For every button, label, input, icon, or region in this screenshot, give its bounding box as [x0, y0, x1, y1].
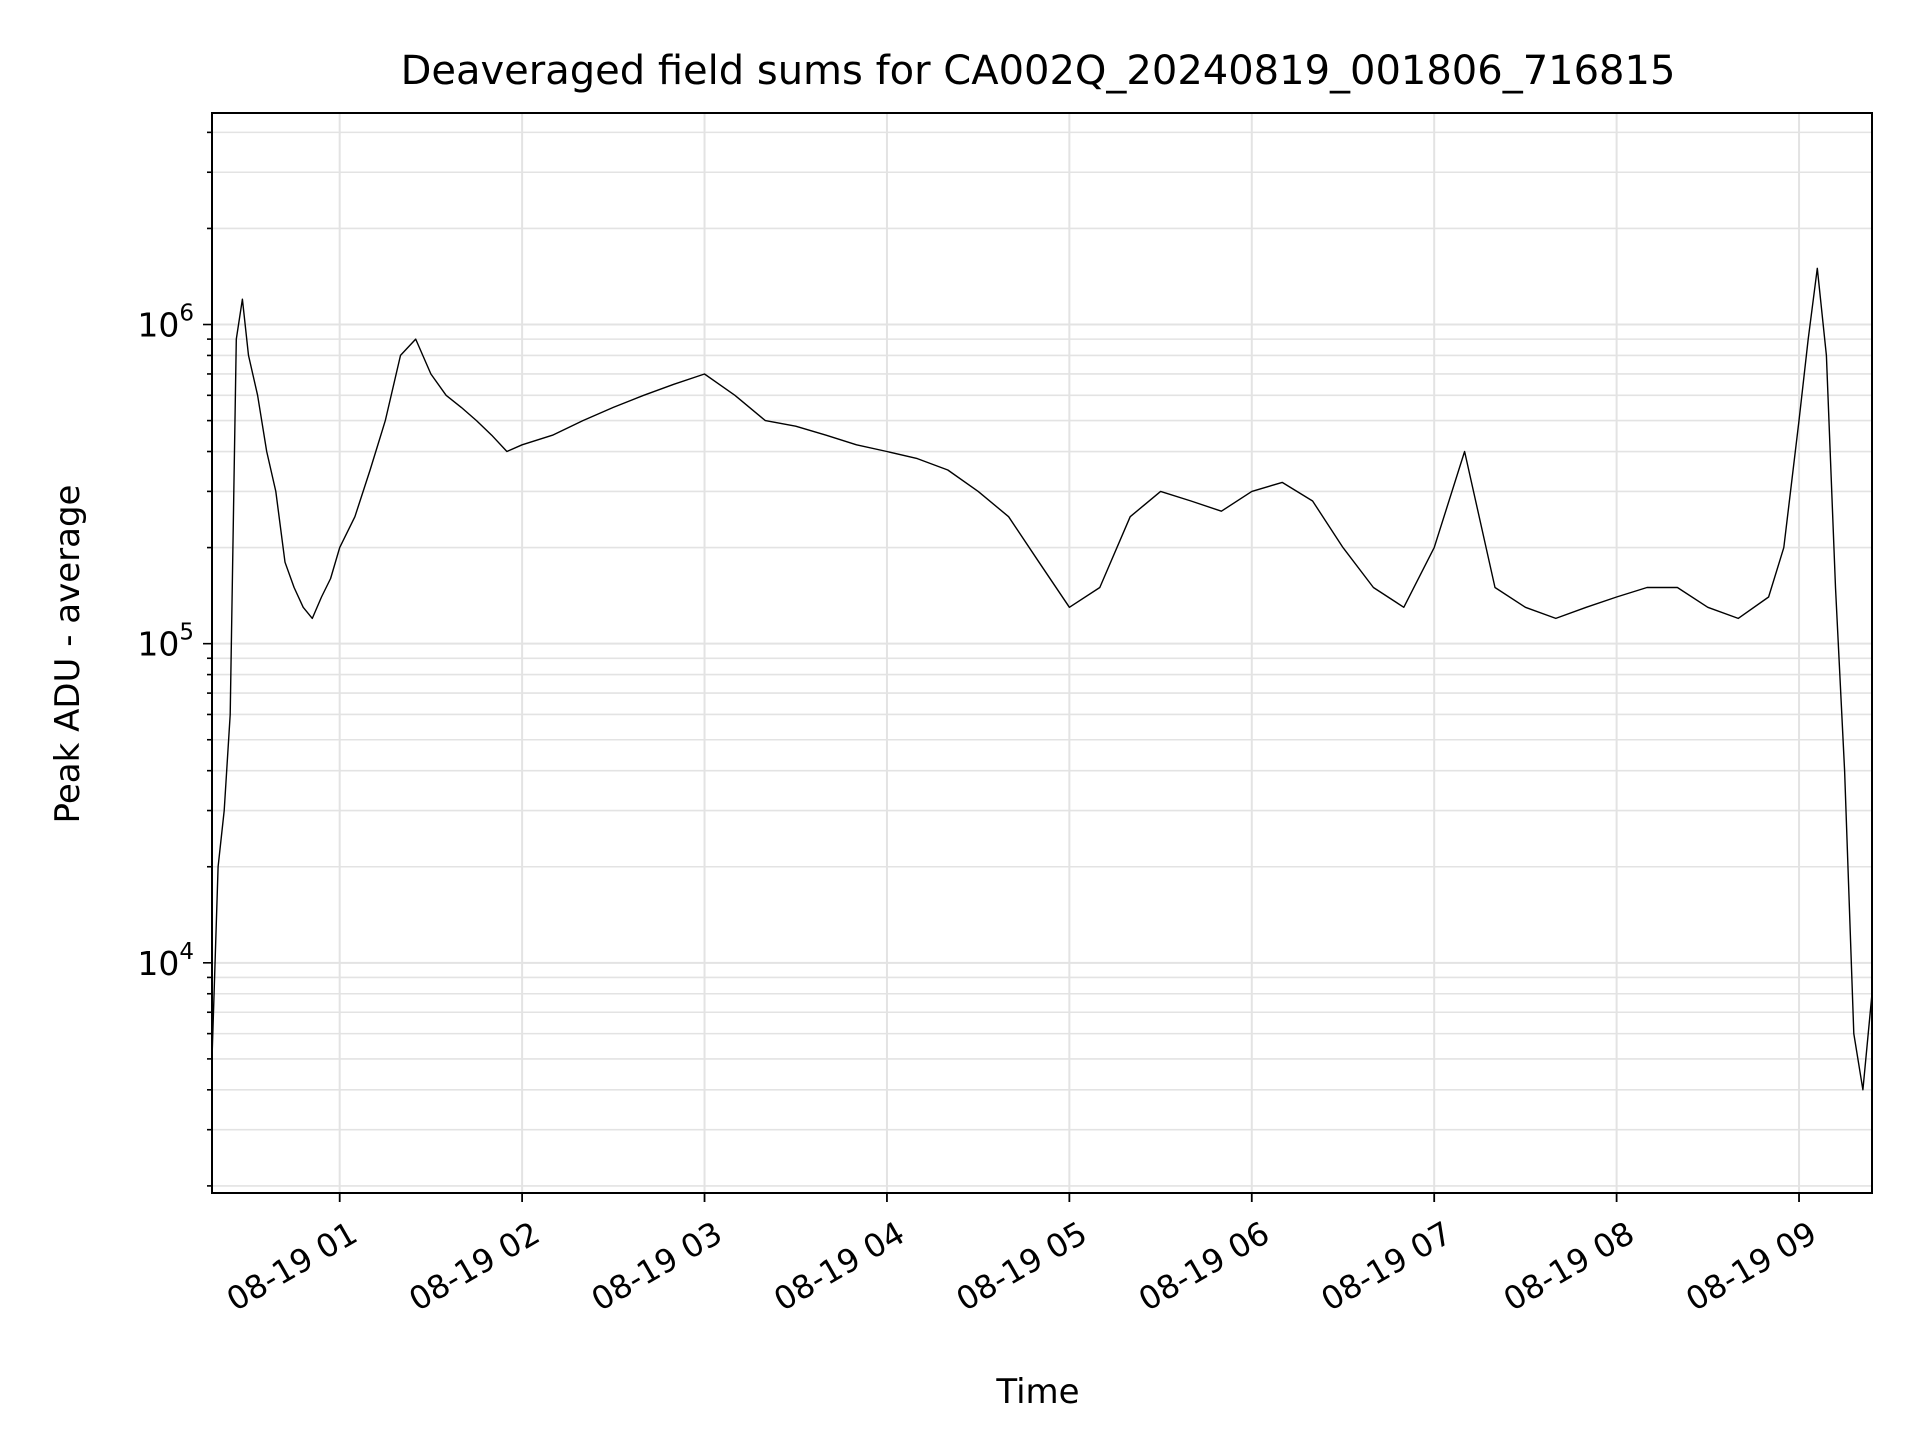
y-tick-exponent: 5 — [179, 620, 194, 646]
y-tick-base: 10 — [137, 625, 179, 664]
y-tick-label: 104 — [137, 939, 194, 983]
chart-title: Deaveraged field sums for CA002Q_2024081… — [401, 48, 1676, 94]
x-axis-label: Time — [995, 1372, 1079, 1412]
data-layer — [211, 267, 1873, 1091]
y-tick-exponent: 4 — [179, 939, 194, 965]
y-tick-base: 10 — [137, 306, 179, 345]
y-tick-label: 105 — [137, 620, 194, 664]
y-axis-label: Peak ADU - average — [48, 485, 88, 824]
y-tick-label: 106 — [137, 301, 194, 345]
plot-frame — [211, 112, 1873, 1194]
y-tick-base: 10 — [137, 944, 179, 983]
grid — [212, 113, 1872, 1193]
y-tick-exponent: 6 — [179, 301, 194, 327]
series-line — [211, 267, 1873, 1091]
